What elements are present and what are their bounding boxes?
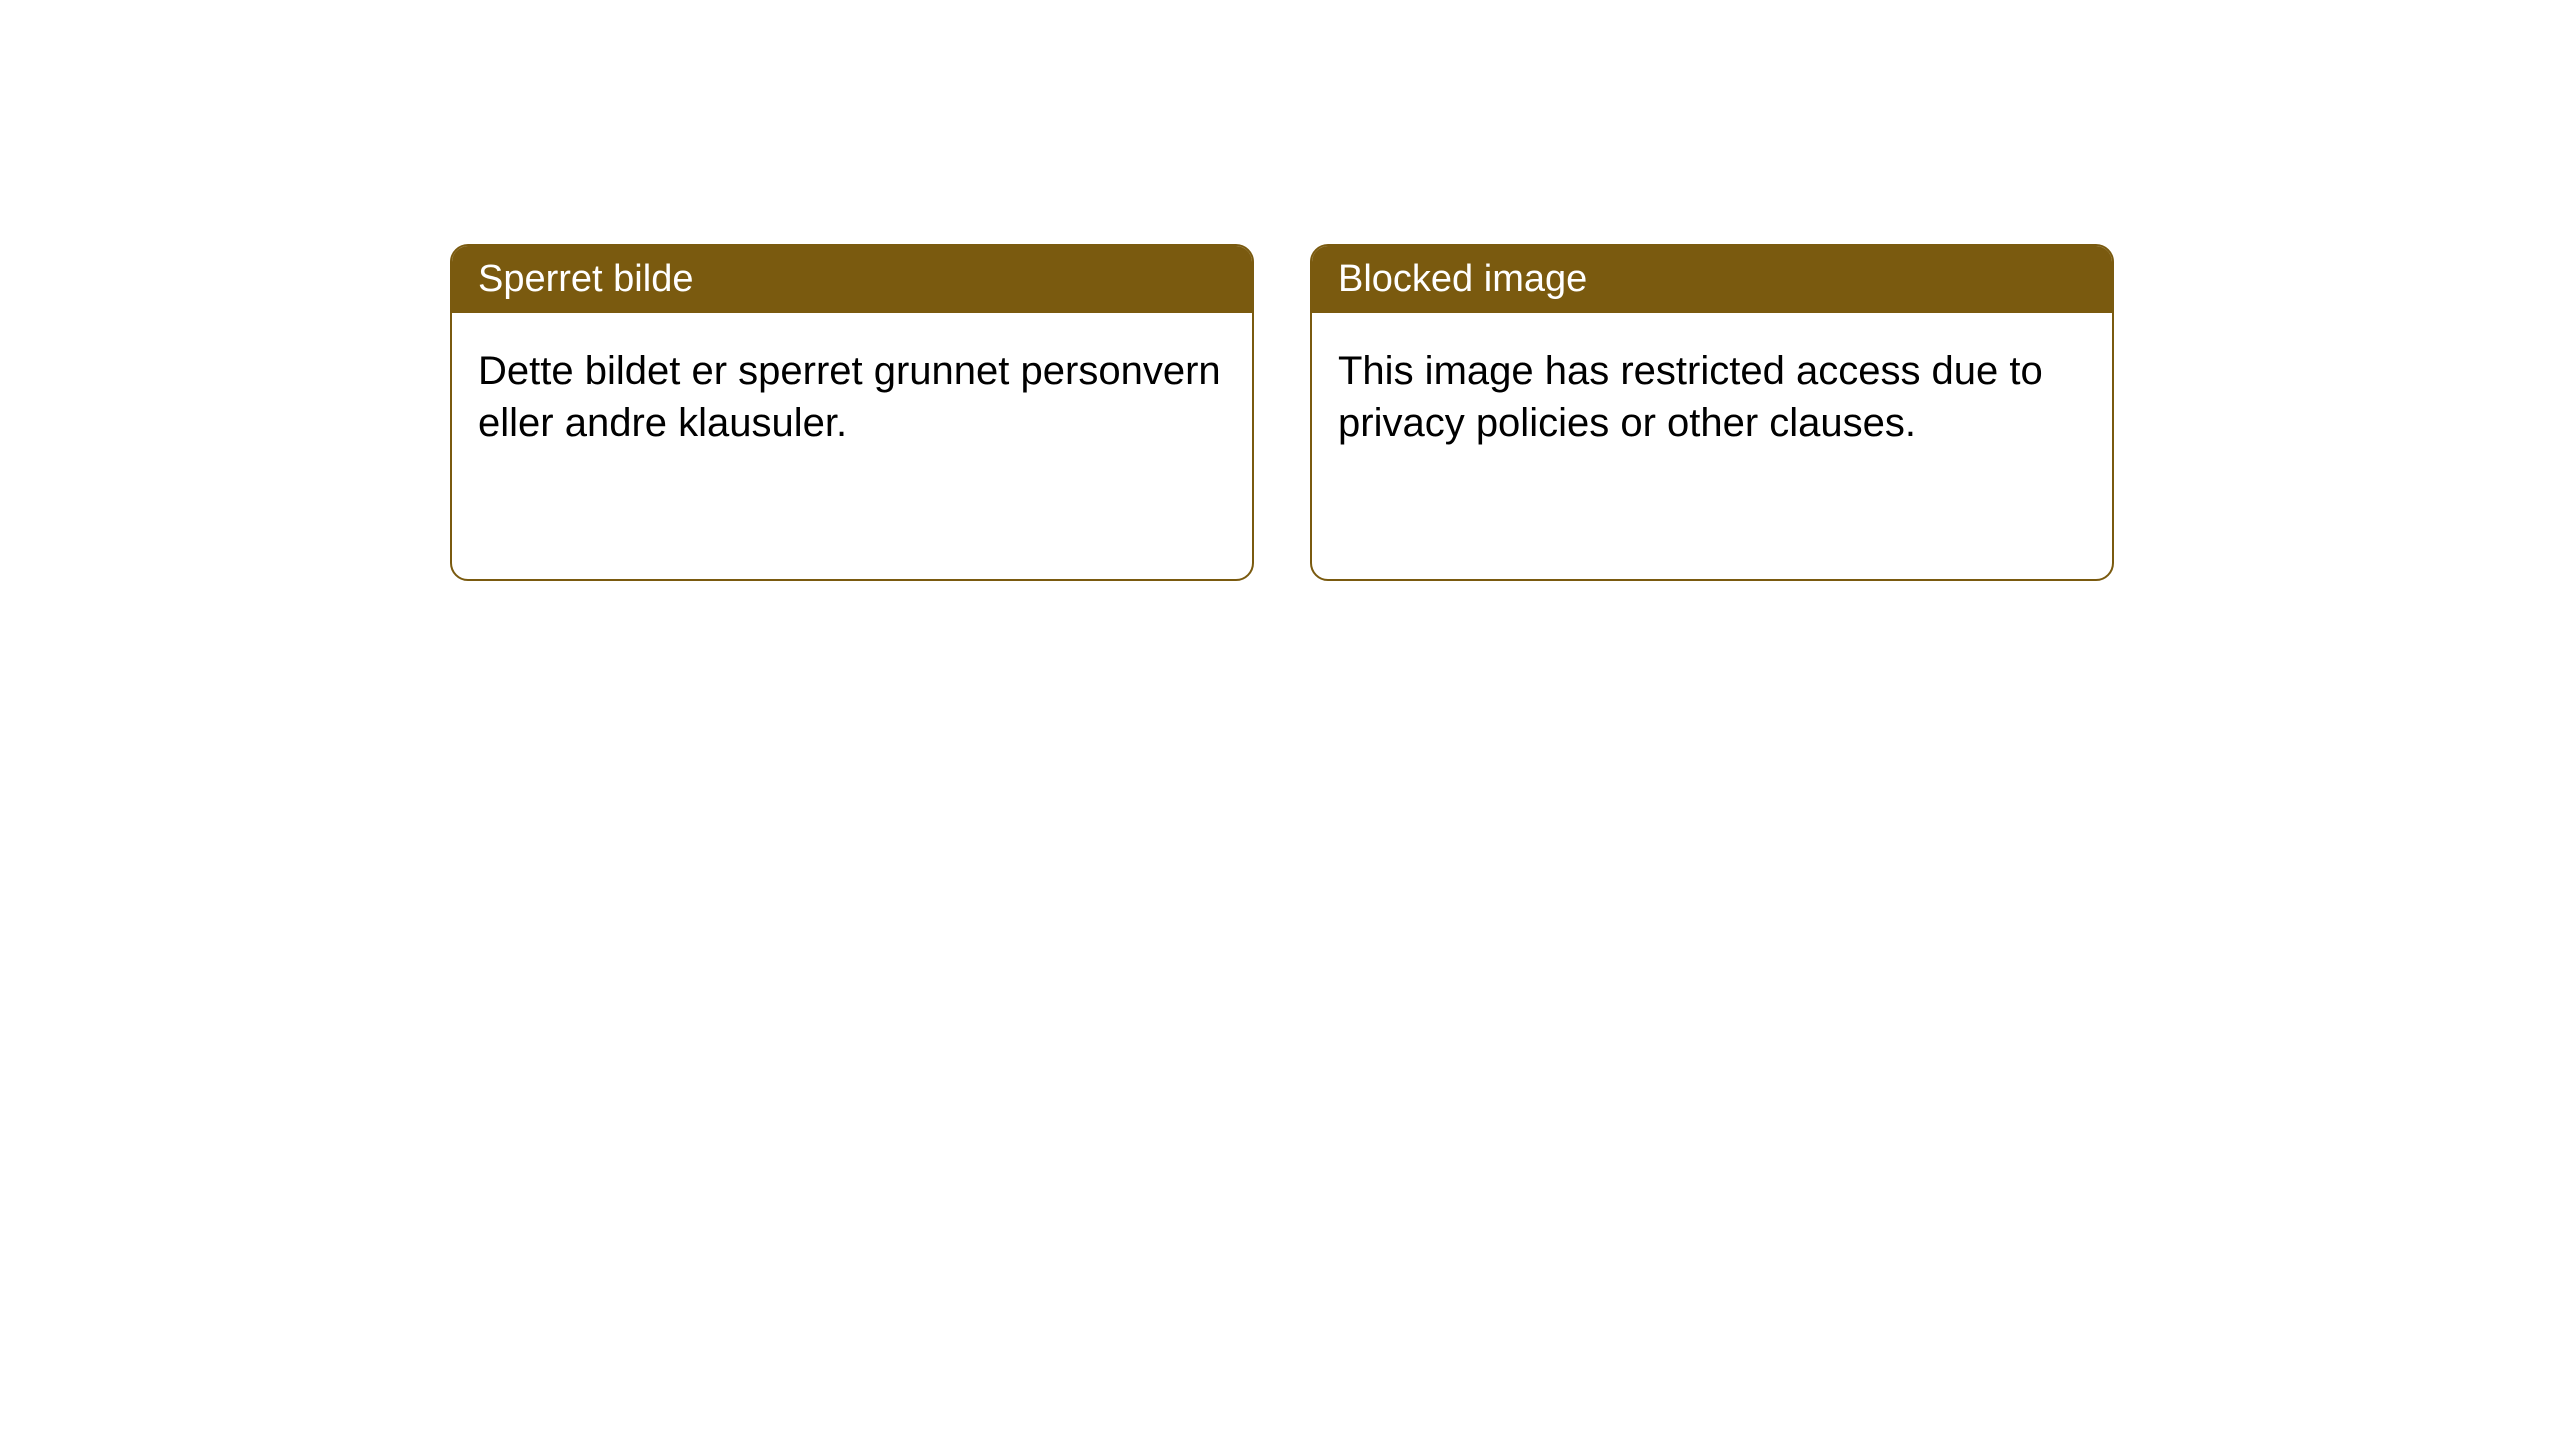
card-title: Blocked image xyxy=(1312,246,2112,313)
blocked-image-notices: Sperret bilde Dette bildet er sperret gr… xyxy=(450,244,2114,581)
card-body-text: This image has restricted access due to … xyxy=(1312,313,2112,481)
blocked-image-card-english: Blocked image This image has restricted … xyxy=(1310,244,2114,581)
blocked-image-card-norwegian: Sperret bilde Dette bildet er sperret gr… xyxy=(450,244,1254,581)
card-title: Sperret bilde xyxy=(452,246,1252,313)
card-body-text: Dette bildet er sperret grunnet personve… xyxy=(452,313,1252,481)
